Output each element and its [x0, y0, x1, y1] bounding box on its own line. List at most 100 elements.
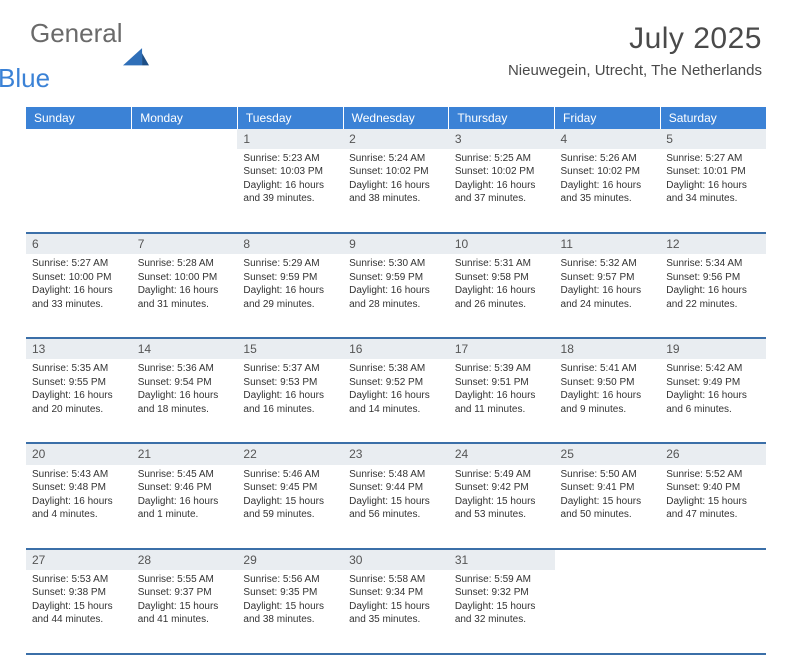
day-detail-cell: Sunrise: 5:42 AMSunset: 9:49 PMDaylight:… — [660, 359, 766, 443]
sunrise-line: Sunrise: 5:38 AM — [349, 362, 443, 376]
day-detail-row: Sunrise: 5:27 AMSunset: 10:00 PM Daylight… — [26, 254, 766, 338]
sunrise-line: Sunrise: 5:27 AM — [32, 257, 126, 271]
day-detail-cell: Sunrise: 5:37 AMSunset: 9:53 PMDaylight:… — [237, 359, 343, 443]
sunset-line: Sunset: 9:57 PM — [561, 271, 655, 285]
daylight-line: Daylight: 16 hours and 14 minutes. — [349, 389, 443, 416]
weekday-header-row: Sunday Monday Tuesday Wednesday Thursday… — [26, 107, 766, 129]
day-detail-cell: Sunrise: 5:36 AMSunset: 9:54 PMDaylight:… — [132, 359, 238, 443]
day-number-cell: 19 — [660, 338, 766, 359]
sunset-line: Sunset: 10:00 PM — [32, 271, 126, 285]
sunrise-line: Sunrise: 5:48 AM — [349, 468, 443, 482]
day-detail-cell: Sunrise: 5:48 AMSunset: 9:44 PMDaylight:… — [343, 465, 449, 549]
day-detail-row: Sunrise: 5:35 AMSunset: 9:55 PMDaylight:… — [26, 359, 766, 443]
sunset-line: Sunset: 10:02 PM — [455, 165, 549, 179]
sunrise-line: Sunrise: 5:35 AM — [32, 362, 126, 376]
weekday-header: Monday — [132, 107, 238, 129]
daylight-line: Daylight: 16 hours and 34 minutes. — [666, 179, 760, 206]
sunrise-line: Sunrise: 5:55 AM — [138, 573, 232, 587]
daylight-line: Daylight: 16 hours and 29 minutes. — [243, 284, 337, 311]
sunset-line: Sunset: 9:51 PM — [455, 376, 549, 390]
brand-logo: General Blue — [30, 22, 149, 91]
sunrise-line: Sunrise: 5:56 AM — [243, 573, 337, 587]
day-number-cell: 25 — [555, 443, 661, 464]
daylight-line: Daylight: 15 hours and 59 minutes. — [243, 495, 337, 522]
daylight-line: Daylight: 16 hours and 22 minutes. — [666, 284, 760, 311]
day-detail-cell: Sunrise: 5:24 AMSunset: 10:02 PMDaylight… — [343, 149, 449, 233]
sunrise-line: Sunrise: 5:24 AM — [349, 152, 443, 166]
sunrise-line: Sunrise: 5:28 AM — [138, 257, 232, 271]
weekday-header: Sunday — [26, 107, 132, 129]
daylight-line: Daylight: 15 hours and 35 minutes. — [349, 600, 443, 627]
day-number-cell: 23 — [343, 443, 449, 464]
day-number-row: 12345 — [26, 129, 766, 149]
day-detail-cell: Sunrise: 5:23 AMSunset: 10:03 PMDaylight… — [237, 149, 343, 233]
daylight-line: Daylight: 16 hours and 9 minutes. — [561, 389, 655, 416]
day-number-cell: 16 — [343, 338, 449, 359]
sunrise-line: Sunrise: 5:50 AM — [561, 468, 655, 482]
sunset-line: Sunset: 9:32 PM — [455, 586, 549, 600]
daylight-line: Daylight: 15 hours and 47 minutes. — [666, 495, 760, 522]
day-detail-cell: Sunrise: 5:38 AMSunset: 9:52 PMDaylight:… — [343, 359, 449, 443]
day-detail-cell: Sunrise: 5:27 AMSunset: 10:01 PMDaylight… — [660, 149, 766, 233]
day-number-cell: 5 — [660, 129, 766, 149]
day-detail-cell: Sunrise: 5:43 AMSunset: 9:48 PMDaylight:… — [26, 465, 132, 549]
sunrise-line: Sunrise: 5:36 AM — [138, 362, 232, 376]
weekday-header: Saturday — [660, 107, 766, 129]
sunset-line: Sunset: 9:35 PM — [243, 586, 337, 600]
day-number-cell: 18 — [555, 338, 661, 359]
header: General Blue July 2025 Nieuwegein, Utrec… — [0, 0, 792, 99]
sunset-line: Sunset: 10:01 PM — [666, 165, 760, 179]
daylight-line: Daylight: 16 hours and 39 minutes. — [243, 179, 337, 206]
day-detail-cell: Sunrise: 5:45 AMSunset: 9:46 PMDaylight:… — [132, 465, 238, 549]
sunset-line: Sunset: 9:52 PM — [349, 376, 443, 390]
day-number-cell: 22 — [237, 443, 343, 464]
sunset-line: Sunset: 9:37 PM — [138, 586, 232, 600]
sunrise-line: Sunrise: 5:53 AM — [32, 573, 126, 587]
daylight-line: Daylight: 15 hours and 56 minutes. — [349, 495, 443, 522]
day-detail-cell: Sunrise: 5:35 AMSunset: 9:55 PMDaylight:… — [26, 359, 132, 443]
sunrise-line: Sunrise: 5:30 AM — [349, 257, 443, 271]
day-number-row: 13141516171819 — [26, 338, 766, 359]
month-title: July 2025 — [508, 22, 762, 56]
daylight-line: Daylight: 16 hours and 37 minutes. — [455, 179, 549, 206]
sunset-line: Sunset: 9:40 PM — [666, 481, 760, 495]
sunrise-line: Sunrise: 5:41 AM — [561, 362, 655, 376]
daylight-line: Daylight: 16 hours and 4 minutes. — [32, 495, 126, 522]
sunrise-line: Sunrise: 5:32 AM — [561, 257, 655, 271]
day-number-cell: 26 — [660, 443, 766, 464]
sunset-line: Sunset: 10:02 PM — [349, 165, 443, 179]
daylight-line: Daylight: 16 hours and 28 minutes. — [349, 284, 443, 311]
sunset-line: Sunset: 9:50 PM — [561, 376, 655, 390]
day-number-cell: 12 — [660, 233, 766, 254]
sunset-line: Sunset: 9:46 PM — [138, 481, 232, 495]
day-number-cell: 31 — [449, 549, 555, 570]
day-number-cell: 29 — [237, 549, 343, 570]
day-number-cell: 14 — [132, 338, 238, 359]
sunrise-line: Sunrise: 5:29 AM — [243, 257, 337, 271]
sunrise-line: Sunrise: 5:49 AM — [455, 468, 549, 482]
sunset-line: Sunset: 9:42 PM — [455, 481, 549, 495]
sunrise-line: Sunrise: 5:43 AM — [32, 468, 126, 482]
day-number-cell: 3 — [449, 129, 555, 149]
sunset-line: Sunset: 10:03 PM — [243, 165, 337, 179]
day-number-cell: 30 — [343, 549, 449, 570]
day-detail-cell — [132, 149, 238, 233]
sunset-line: Sunset: 9:48 PM — [32, 481, 126, 495]
day-number-cell — [555, 549, 661, 570]
daylight-line: Daylight: 16 hours and 31 minutes. — [138, 284, 232, 311]
day-number-cell: 15 — [237, 338, 343, 359]
sunset-line: Sunset: 9:38 PM — [32, 586, 126, 600]
sunset-line: Sunset: 9:59 PM — [349, 271, 443, 285]
daylight-line: Daylight: 16 hours and 16 minutes. — [243, 389, 337, 416]
logo-triangle-icon — [123, 44, 149, 66]
daylight-line: Daylight: 15 hours and 41 minutes. — [138, 600, 232, 627]
day-detail-cell: Sunrise: 5:26 AMSunset: 10:02 PMDaylight… — [555, 149, 661, 233]
day-number-cell — [660, 549, 766, 570]
day-number-cell: 27 — [26, 549, 132, 570]
daylight-line: Daylight: 15 hours and 44 minutes. — [32, 600, 126, 627]
day-detail-cell: Sunrise: 5:34 AMSunset: 9:56 PMDaylight:… — [660, 254, 766, 338]
day-number-cell: 1 — [237, 129, 343, 149]
daylight-line: Daylight: 15 hours and 38 minutes. — [243, 600, 337, 627]
location: Nieuwegein, Utrecht, The Netherlands — [508, 62, 762, 79]
day-detail-cell: Sunrise: 5:41 AMSunset: 9:50 PMDaylight:… — [555, 359, 661, 443]
